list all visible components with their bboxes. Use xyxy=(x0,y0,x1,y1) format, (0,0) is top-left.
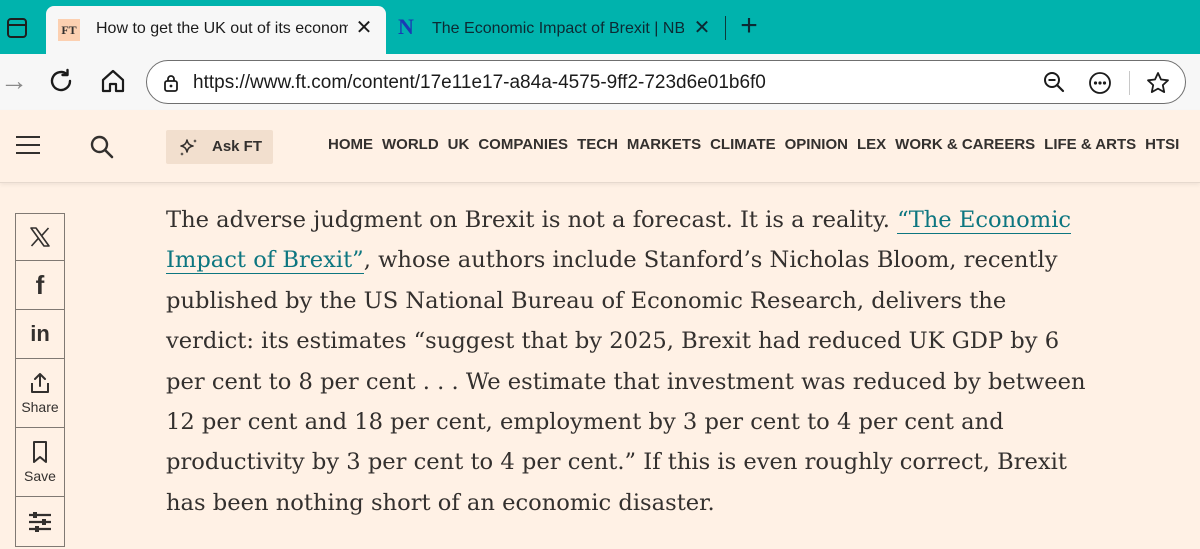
nav-markets[interactable]: MARKETS xyxy=(626,136,702,153)
nav-companies[interactable]: COMPANIES xyxy=(478,136,569,153)
facebook-icon: f xyxy=(35,270,45,300)
share-label: Share xyxy=(21,399,59,415)
article-line: published by the US National Bureau of E… xyxy=(166,287,1007,314)
home-icon[interactable] xyxy=(98,66,128,101)
search-icon[interactable] xyxy=(89,134,115,165)
tab-nber-paper[interactable]: N The Economic Impact of Brexit | NBER ✕ xyxy=(394,6,724,50)
save-label: Save xyxy=(24,468,56,484)
nav-home[interactable]: HOME xyxy=(328,136,373,153)
ask-ft-label: Ask FT xyxy=(212,138,263,155)
new-tab-button[interactable]: + xyxy=(740,9,758,42)
article-line: The adverse judgment on Brexit is not a … xyxy=(166,207,1072,234)
nav-htsi[interactable]: HTSI xyxy=(1145,136,1180,153)
ft-favicon-icon: FT xyxy=(58,19,80,41)
article-line: 12 per cent and 18 per cent, employment … xyxy=(166,409,1004,436)
bookmark-icon xyxy=(33,441,47,463)
share-icon xyxy=(31,373,49,393)
back-arrow-icon[interactable]: → xyxy=(0,65,28,96)
nav-uk[interactable]: UK xyxy=(447,136,470,153)
ask-ft-button[interactable]: Ask FT xyxy=(166,130,273,164)
tab-divider xyxy=(725,16,726,40)
favorite-star-icon[interactable] xyxy=(1145,70,1171,101)
x-logo-icon xyxy=(30,227,50,247)
address-bar-divider xyxy=(1129,71,1130,95)
share-facebook-button[interactable]: f xyxy=(15,261,65,310)
linkedin-icon: in xyxy=(30,321,50,346)
article-line: productivity by 3 per cent to 4 per cent… xyxy=(166,449,1067,476)
zoom-out-icon[interactable] xyxy=(1042,70,1066,99)
url-text: https://www.ft.com/content/17e11e17-a84a… xyxy=(193,72,766,93)
nav-lex[interactable]: LEX xyxy=(856,136,887,153)
nav-opinion[interactable]: OPINION xyxy=(784,136,848,153)
ft-site-header: Ask FT HOME WORLD UK COMPANIES TECH MARKETS CL… xyxy=(0,110,1200,183)
nav-work-careers[interactable]: WORK & CAREERS xyxy=(895,136,1036,153)
nav-tech[interactable]: TECH xyxy=(577,136,618,153)
menu-hamburger-icon[interactable] xyxy=(16,135,40,155)
more-options-icon[interactable] xyxy=(1087,70,1113,101)
address-bar[interactable]: https://www.ft.com/content/17e11e17-a84a… xyxy=(146,60,1186,104)
nber-favicon-icon: N xyxy=(398,14,414,39)
settings-button[interactable] xyxy=(15,497,65,547)
sparkle-icon xyxy=(178,138,200,163)
article-line: Impact of Brexit”, whose authors include… xyxy=(166,247,1058,275)
article-line: verdict: its estimates “suggest that by … xyxy=(166,328,1060,355)
nber-paper-link[interactable]: Impact of Brexit” xyxy=(166,247,364,275)
browser-tab-strip: FT How to get the UK out of its economic… xyxy=(0,0,1200,54)
tab-title: The Economic Impact of Brexit | NBER xyxy=(432,20,684,37)
nav-life-arts[interactable]: LIFE & ARTS xyxy=(1044,136,1137,153)
share-x-button[interactable] xyxy=(15,213,65,261)
save-button[interactable]: Save xyxy=(15,428,65,497)
nav-climate[interactable]: CLIMATE xyxy=(710,136,776,153)
article-line: per cent to 8 per cent . . . We estimate… xyxy=(166,368,1086,395)
share-linkedin-button[interactable]: in xyxy=(15,310,65,359)
browser-toolbar: → https://www.ft.com/content/17e11e17-a8… xyxy=(0,54,1200,110)
share-rail: f in Share Save xyxy=(15,213,65,547)
tab-ft-article[interactable]: FT How to get the UK out of its economic… xyxy=(46,6,386,54)
close-tab-icon[interactable]: ✕ xyxy=(355,17,373,39)
tab-title: How to get the UK out of its economic ho… xyxy=(96,20,348,37)
window-menu-icon[interactable] xyxy=(7,18,27,38)
close-tab-icon[interactable]: ✕ xyxy=(693,17,711,39)
reload-icon[interactable] xyxy=(46,66,76,101)
nav-world[interactable]: WORLD xyxy=(382,136,439,153)
main-navigation: HOME WORLD UK COMPANIES TECH MARKETS CLIMATE OP… xyxy=(328,136,1188,153)
sliders-icon xyxy=(29,511,51,532)
share-button[interactable]: Share xyxy=(15,359,65,428)
article-body: The adverse judgment on Brexit is not a … xyxy=(166,200,1086,523)
site-info-icon[interactable] xyxy=(161,73,181,98)
article-line: has been nothing short of an economic di… xyxy=(166,489,715,516)
nber-paper-link[interactable]: “The Economic xyxy=(897,207,1072,234)
